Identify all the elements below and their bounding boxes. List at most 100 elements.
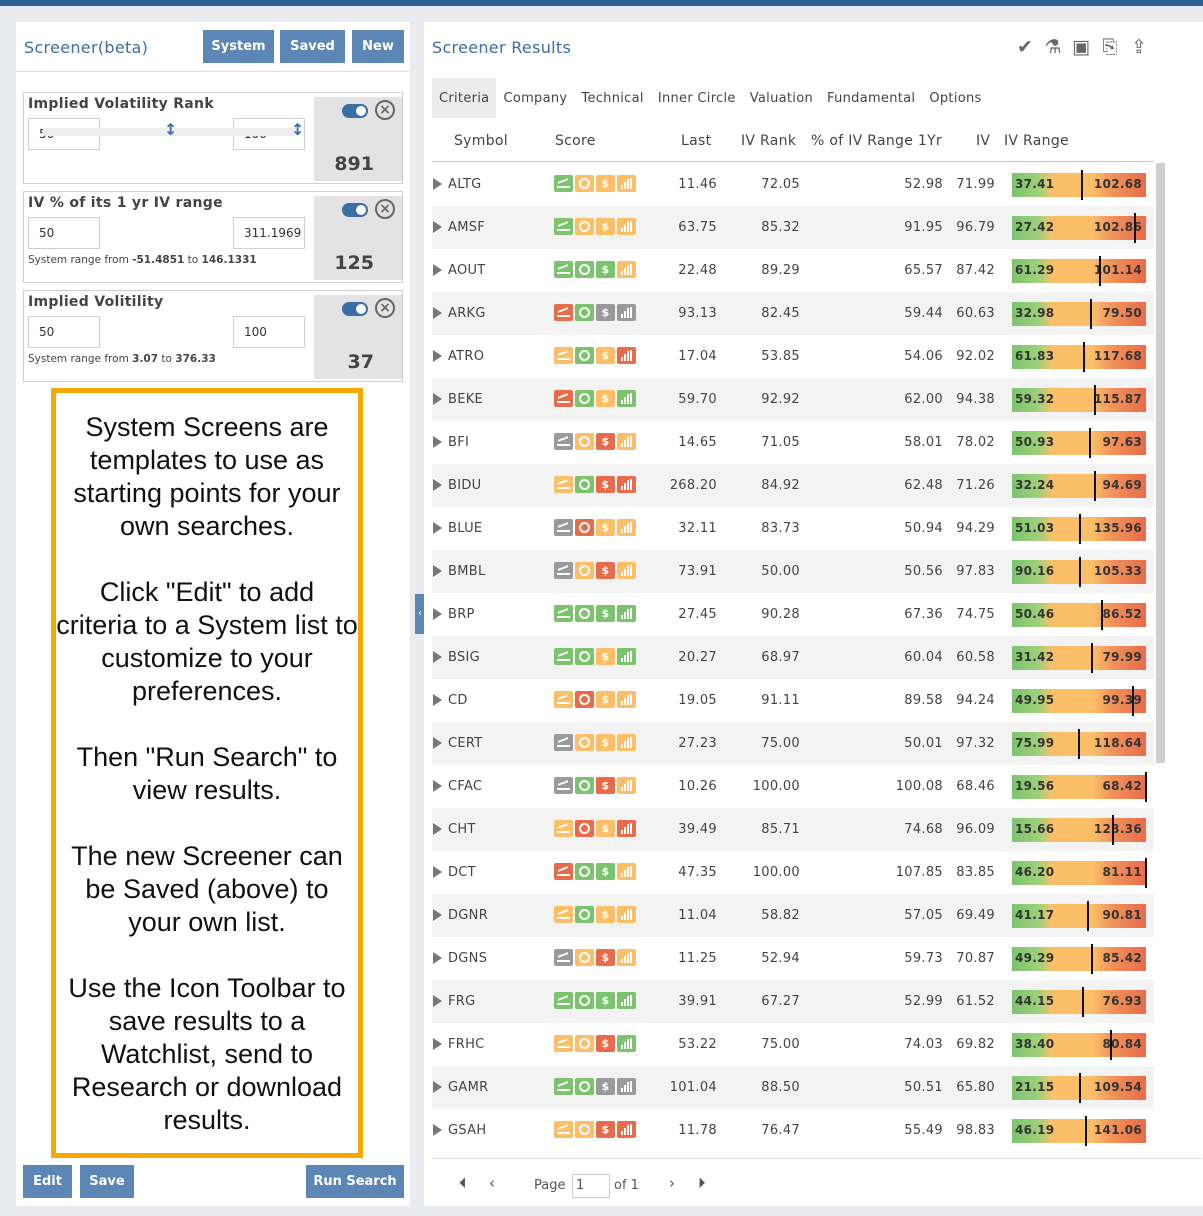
check-circle-icon[interactable]: ✔ <box>1017 36 1033 58</box>
slider-handle-max[interactable]: ↕ <box>291 120 305 139</box>
close-icon[interactable]: × <box>375 199 395 219</box>
table-row[interactable]: BRP $27.45 90.28 67.36 74.75 50.46 86.52 <box>432 593 1154 636</box>
expand-row-icon[interactable] <box>433 178 442 190</box>
expand-row-icon[interactable] <box>433 264 442 276</box>
min-input[interactable]: 50 <box>28 316 100 348</box>
symbol-cell[interactable]: BIDU <box>448 478 482 493</box>
expand-row-icon[interactable] <box>433 522 442 534</box>
max-input[interactable]: 100 <box>233 316 305 348</box>
symbol-cell[interactable]: AMSF <box>448 220 486 235</box>
expand-row-icon[interactable] <box>433 436 442 448</box>
symbol-cell[interactable]: GAMR <box>448 1080 489 1095</box>
table-row[interactable]: FRHC $53.22 75.00 74.03 69.82 38.40 80.84 <box>432 1023 1154 1066</box>
col-last[interactable]: Last <box>681 133 712 149</box>
scrollbar[interactable] <box>1156 163 1165 763</box>
symbol-cell[interactable]: ALTG <box>448 177 482 192</box>
toggle-switch[interactable] <box>342 104 368 118</box>
symbol-cell[interactable]: BSIG <box>448 650 481 665</box>
table-row[interactable]: CD $19.05 91.11 89.58 94.24 49.95 99.39 <box>432 679 1154 722</box>
table-row[interactable]: CERT $27.23 75.00 50.01 97.32 75.99 118.64 <box>432 722 1154 765</box>
symbol-cell[interactable]: FRG <box>448 994 476 1009</box>
expand-row-icon[interactable] <box>433 350 442 362</box>
tab-valuation[interactable]: Valuation <box>749 90 813 106</box>
table-row[interactable]: CHT $39.49 85.71 74.68 96.09 15.66 123.36 <box>432 808 1154 851</box>
symbol-cell[interactable]: BEKE <box>448 392 484 407</box>
file-export-icon[interactable]: ⎘ <box>1102 36 1118 58</box>
run-search-button[interactable]: Run Search <box>306 1165 404 1198</box>
table-row[interactable]: DGNS $11.25 52.94 59.73 70.87 49.29 85.42 <box>432 937 1154 980</box>
system-button[interactable]: System <box>203 30 274 63</box>
expand-row-icon[interactable] <box>433 909 442 921</box>
expand-row-icon[interactable] <box>433 608 442 620</box>
next-page-icon[interactable]: › <box>669 1174 675 1192</box>
flask-icon[interactable]: ⚗ <box>1044 36 1062 58</box>
collapse-panel-handle[interactable]: ‹ <box>415 594 425 634</box>
table-row[interactable]: BMBL $73.91 50.00 50.56 97.83 90.16 105.33 <box>432 550 1154 593</box>
expand-row-icon[interactable] <box>433 995 442 1007</box>
table-row[interactable]: FRG $39.91 67.27 52.99 61.52 44.15 76.93 <box>432 980 1154 1023</box>
expand-row-icon[interactable] <box>433 1081 442 1093</box>
edit-button[interactable]: Edit <box>23 1165 72 1198</box>
expand-row-icon[interactable] <box>433 823 442 835</box>
expand-row-icon[interactable] <box>433 393 442 405</box>
new-button[interactable]: New <box>352 30 404 63</box>
col-score[interactable]: Score <box>555 133 596 149</box>
page-input[interactable]: 1 <box>572 1174 610 1198</box>
col-iv-range[interactable]: IV Range <box>1004 133 1069 149</box>
symbol-cell[interactable]: ARKG <box>448 306 486 321</box>
toggle-switch[interactable] <box>342 302 368 316</box>
expand-row-icon[interactable] <box>433 479 442 491</box>
close-icon[interactable]: × <box>375 100 395 120</box>
prev-page-icon[interactable]: ‹ <box>489 1174 495 1192</box>
symbol-cell[interactable]: ATRO <box>448 349 485 364</box>
min-input[interactable]: 50 <box>28 217 100 249</box>
col-pct-iv-range[interactable]: % of IV Range 1Yr <box>811 133 942 149</box>
slider-handle-min[interactable]: ↕ <box>164 120 178 139</box>
table-row[interactable]: ATRO $17.04 53.85 54.06 92.02 61.83 117.68 <box>432 335 1154 378</box>
upload-icon[interactable]: ⇪ <box>1131 36 1147 58</box>
symbol-cell[interactable]: AOUT <box>448 263 486 278</box>
expand-row-icon[interactable] <box>433 694 442 706</box>
table-row[interactable]: GSAH $11.78 76.47 55.49 98.83 46.19 141.06 <box>432 1109 1154 1152</box>
symbol-cell[interactable]: BRP <box>448 607 475 622</box>
table-row[interactable]: DGNR $11.04 58.82 57.05 69.49 41.17 90.81 <box>432 894 1154 937</box>
expand-row-icon[interactable] <box>433 221 442 233</box>
tab-technical[interactable]: Technical <box>581 90 644 106</box>
symbol-cell[interactable]: BLUE <box>448 521 483 536</box>
table-row[interactable]: BLUE $32.11 83.73 50.94 94.29 51.03 135.96 <box>432 507 1154 550</box>
table-row[interactable]: DCT $47.35 100.00 107.85 83.85 46.20 81.11 <box>432 851 1154 894</box>
tab-criteria[interactable]: Criteria <box>432 78 497 118</box>
saved-button[interactable]: Saved <box>280 30 345 63</box>
tab-inner-circle[interactable]: Inner Circle <box>657 90 736 106</box>
symbol-cell[interactable]: DGNS <box>448 951 488 966</box>
symbol-cell[interactable]: BMBL <box>448 564 486 579</box>
symbol-cell[interactable]: CD <box>448 693 468 708</box>
col-symbol[interactable]: Symbol <box>454 133 508 149</box>
tab-options[interactable]: Options <box>929 90 982 106</box>
table-row[interactable]: BSIG $20.27 68.97 60.04 60.58 31.42 79.99 <box>432 636 1154 679</box>
table-row[interactable]: CFAC $10.26 100.00 100.08 68.46 19.56 68.42 <box>432 765 1154 808</box>
expand-row-icon[interactable] <box>433 1038 442 1050</box>
expand-row-icon[interactable] <box>433 737 442 749</box>
col-iv-rank[interactable]: IV Rank <box>741 133 797 149</box>
expand-row-icon[interactable] <box>433 565 442 577</box>
table-row[interactable]: AOUT $22.48 89.29 65.57 87.42 61.29 101.14 <box>432 249 1154 292</box>
symbol-cell[interactable]: FRHC <box>448 1037 485 1052</box>
tab-fundamental[interactable]: Fundamental <box>827 90 916 106</box>
expand-row-icon[interactable] <box>433 307 442 319</box>
expand-row-icon[interactable] <box>433 1124 442 1136</box>
symbol-cell[interactable]: GSAH <box>448 1123 487 1138</box>
expand-row-icon[interactable] <box>433 780 442 792</box>
symbol-cell[interactable]: DGNR <box>448 908 489 923</box>
symbol-cell[interactable]: CFAC <box>448 779 483 794</box>
folder-add-icon[interactable]: ▣ <box>1072 36 1090 58</box>
table-row[interactable]: BFI $14.65 71.05 58.01 78.02 50.93 97.63 <box>432 421 1154 464</box>
expand-row-icon[interactable] <box>433 952 442 964</box>
table-row[interactable]: AMSF $63.75 85.32 91.95 96.79 27.42 102.86 <box>432 206 1154 249</box>
close-icon[interactable]: × <box>375 298 395 318</box>
table-row[interactable]: GAMR $101.04 88.50 50.51 65.80 21.15 109.54 <box>432 1066 1154 1109</box>
expand-row-icon[interactable] <box>433 866 442 878</box>
max-input[interactable]: 311.1969 <box>233 217 305 249</box>
table-row[interactable]: BIDU $268.20 84.92 62.48 71.26 32.24 94.69 <box>432 464 1154 507</box>
col-iv[interactable]: IV <box>976 133 991 149</box>
